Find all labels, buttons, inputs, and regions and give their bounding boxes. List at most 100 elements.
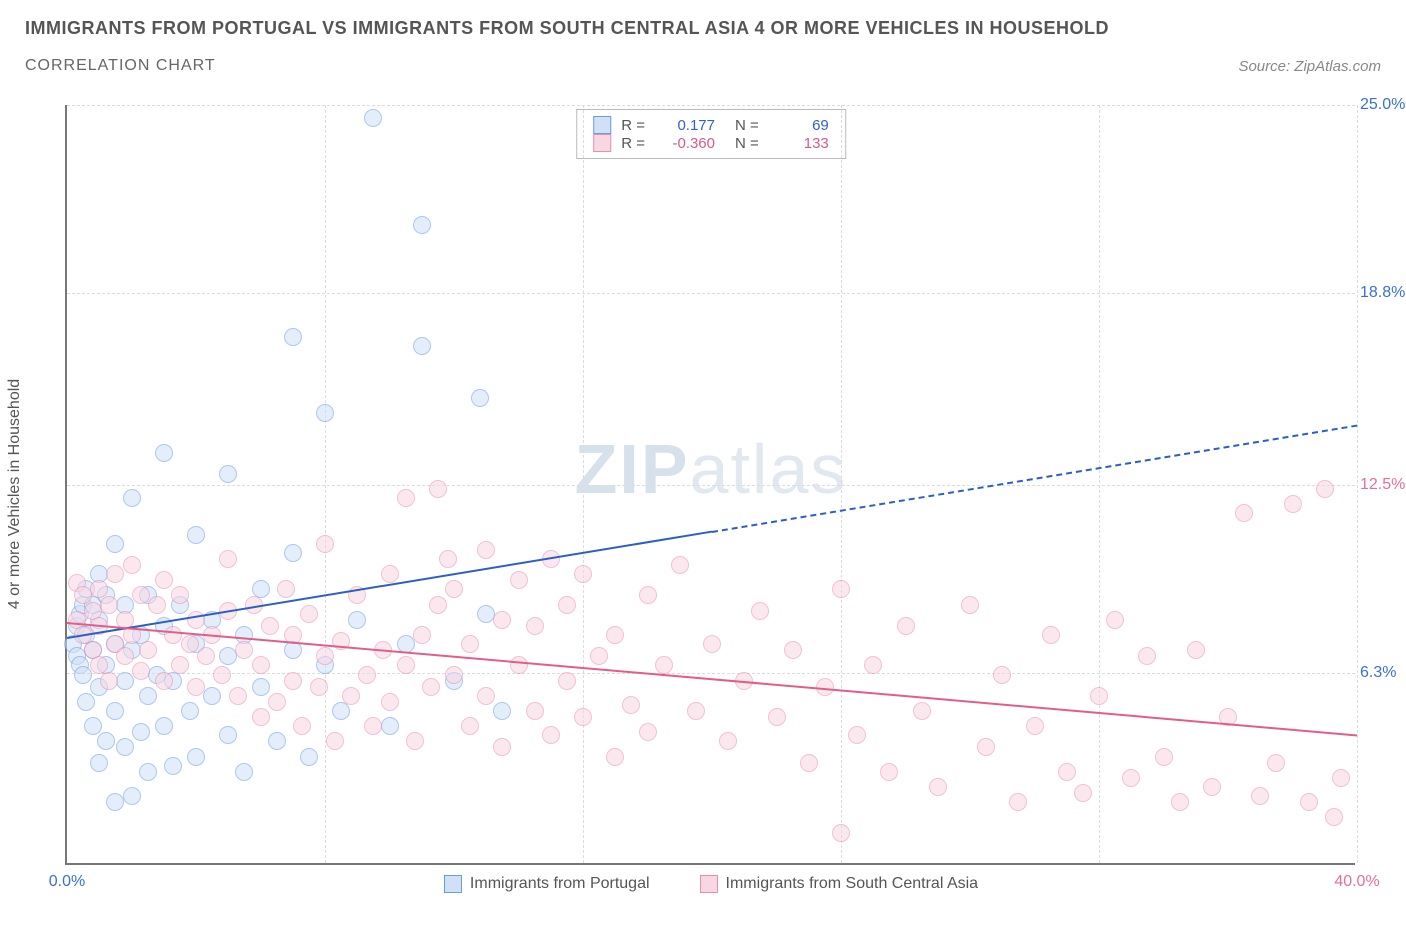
scatter-point-portugal (252, 678, 270, 696)
scatter-point-south-central-asia (461, 635, 479, 653)
scatter-point-portugal (90, 754, 108, 772)
scatter-point-south-central-asia (229, 687, 247, 705)
scatter-point-south-central-asia (977, 738, 995, 756)
scatter-point-south-central-asia (406, 732, 424, 750)
y-tick-label: 6.3% (1360, 664, 1406, 682)
scatter-point-south-central-asia (1187, 641, 1205, 659)
scatter-point-south-central-asia (719, 732, 737, 750)
scatter-point-portugal (284, 544, 302, 562)
scatter-point-south-central-asia (132, 586, 150, 604)
watermark: ZIPatlas (575, 429, 848, 509)
legend-n-label: N = (735, 117, 759, 134)
scatter-point-south-central-asia (751, 602, 769, 620)
series-legend: Immigrants from PortugalImmigrants from … (67, 875, 1355, 893)
scatter-point-south-central-asia (123, 556, 141, 574)
scatter-point-south-central-asia (1325, 808, 1343, 826)
scatter-point-south-central-asia (397, 489, 415, 507)
legend-swatch (444, 875, 462, 893)
scatter-point-south-central-asia (1009, 793, 1027, 811)
scatter-point-south-central-asia (381, 565, 399, 583)
scatter-point-south-central-asia (1332, 769, 1350, 787)
scatter-point-south-central-asia (558, 672, 576, 690)
gridline-v (1357, 105, 1358, 863)
chart-header: IMMIGRANTS FROM PORTUGAL VS IMMIGRANTS F… (0, 0, 1406, 75)
legend-stat-row: R =-0.360N =133 (593, 134, 829, 152)
scatter-point-south-central-asia (655, 656, 673, 674)
scatter-point-south-central-asia (358, 666, 376, 684)
x-tick-label: 40.0% (1334, 873, 1379, 891)
scatter-point-south-central-asia (913, 702, 931, 720)
scatter-point-south-central-asia (574, 708, 592, 726)
gridline-v (1099, 105, 1100, 863)
scatter-point-south-central-asia (1138, 647, 1156, 665)
scatter-point-south-central-asia (880, 763, 898, 781)
scatter-point-south-central-asia (429, 480, 447, 498)
subtitle-row: CORRELATION CHART Source: ZipAtlas.com (25, 57, 1381, 75)
scatter-point-portugal (132, 723, 150, 741)
scatter-point-south-central-asia (181, 635, 199, 653)
scatter-point-south-central-asia (606, 626, 624, 644)
scatter-point-south-central-asia (164, 626, 182, 644)
scatter-point-south-central-asia (1316, 480, 1334, 498)
y-tick-label: 12.5% (1360, 476, 1406, 494)
scatter-point-south-central-asia (116, 647, 134, 665)
legend-r-value: 0.177 (655, 117, 715, 134)
scatter-point-south-central-asia (1058, 763, 1076, 781)
scatter-point-south-central-asia (252, 708, 270, 726)
scatter-point-south-central-asia (342, 687, 360, 705)
scatter-point-south-central-asia (155, 571, 173, 589)
scatter-point-south-central-asia (961, 596, 979, 614)
x-tick-label: 0.0% (49, 873, 85, 891)
scatter-point-south-central-asia (477, 687, 495, 705)
scatter-point-south-central-asia (316, 647, 334, 665)
chart-source: Source: ZipAtlas.com (1238, 58, 1381, 75)
scatter-point-south-central-asia (100, 672, 118, 690)
scatter-point-portugal (316, 404, 334, 422)
scatter-point-south-central-asia (606, 748, 624, 766)
scatter-point-portugal (116, 738, 134, 756)
scatter-point-portugal (187, 526, 205, 544)
scatter-point-south-central-asia (293, 717, 311, 735)
scatter-point-south-central-asia (1155, 748, 1173, 766)
scatter-point-south-central-asia (268, 693, 286, 711)
scatter-point-south-central-asia (671, 556, 689, 574)
scatter-point-south-central-asia (703, 635, 721, 653)
scatter-point-south-central-asia (1267, 754, 1285, 772)
legend-series-label: Immigrants from South Central Asia (726, 875, 979, 893)
scatter-point-south-central-asia (639, 586, 657, 604)
scatter-point-south-central-asia (316, 535, 334, 553)
scatter-point-south-central-asia (132, 662, 150, 680)
scatter-point-portugal (332, 702, 350, 720)
scatter-point-south-central-asia (187, 678, 205, 696)
scatter-point-portugal (284, 328, 302, 346)
scatter-point-portugal (123, 787, 141, 805)
scatter-point-portugal (74, 666, 92, 684)
scatter-point-south-central-asia (590, 647, 608, 665)
scatter-point-portugal (413, 337, 431, 355)
scatter-point-south-central-asia (429, 596, 447, 614)
scatter-point-south-central-asia (1203, 778, 1221, 796)
scatter-point-portugal (139, 763, 157, 781)
scatter-point-south-central-asia (558, 596, 576, 614)
scatter-point-south-central-asia (235, 641, 253, 659)
scatter-point-south-central-asia (413, 626, 431, 644)
scatter-point-south-central-asia (1171, 793, 1189, 811)
scatter-point-south-central-asia (687, 702, 705, 720)
scatter-point-portugal (203, 687, 221, 705)
scatter-point-south-central-asia (148, 596, 166, 614)
legend-n-label: N = (735, 135, 759, 152)
scatter-point-south-central-asia (187, 611, 205, 629)
scatter-point-south-central-asia (864, 656, 882, 674)
gridline-h (67, 105, 1355, 106)
scatter-point-south-central-asia (171, 586, 189, 604)
scatter-point-portugal (413, 216, 431, 234)
scatter-point-south-central-asia (219, 550, 237, 568)
scatter-point-south-central-asia (300, 605, 318, 623)
gridline-h (67, 293, 1355, 294)
scatter-point-south-central-asia (439, 550, 457, 568)
scatter-point-south-central-asia (574, 565, 592, 583)
scatter-point-portugal (471, 389, 489, 407)
scatter-point-portugal (364, 109, 382, 127)
y-tick-label: 18.8% (1360, 284, 1406, 302)
scatter-point-portugal (123, 489, 141, 507)
